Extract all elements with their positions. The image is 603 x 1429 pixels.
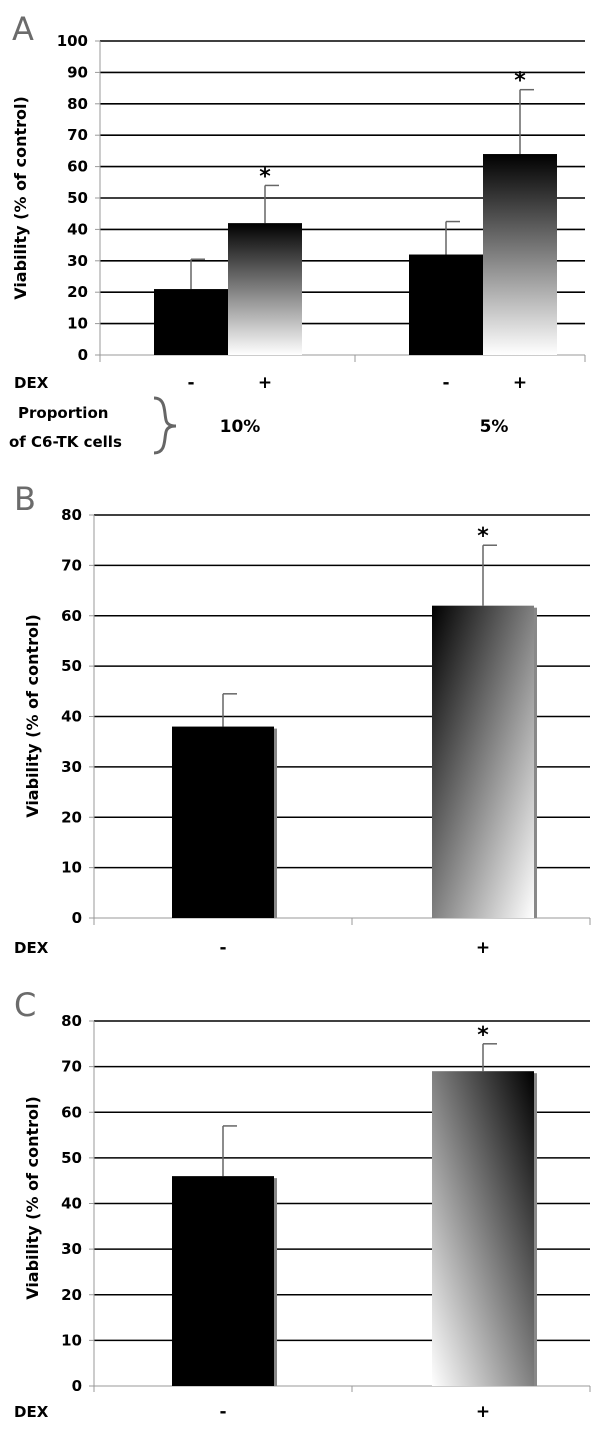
bar-dex-minus-dex-label: - bbox=[219, 938, 226, 958]
y-tick-label: 20 bbox=[61, 1286, 82, 1304]
panel-letter-b: B bbox=[14, 480, 36, 518]
y-ticks-a: 0 10 20 30 40 50 60 70 80 90 100 bbox=[57, 32, 88, 364]
y-tick-label: 90 bbox=[67, 63, 88, 81]
y-tick-label: 40 bbox=[61, 1195, 82, 1213]
y-tick-label: 80 bbox=[61, 1012, 82, 1030]
dex-row-label-b: DEX bbox=[14, 939, 49, 957]
y-tick-label: 100 bbox=[57, 32, 88, 50]
dex-labels-b: - + bbox=[219, 938, 490, 958]
group-label-10pct: 10% bbox=[220, 417, 261, 437]
bar-dex-plus-significance-marker: * bbox=[477, 1023, 489, 1048]
y-tick-label: 40 bbox=[67, 220, 88, 238]
y-axis-label-a: Viability (% of control) bbox=[11, 96, 30, 300]
proportion-label-line1: Proportion bbox=[18, 404, 108, 422]
y-tick-label: 10 bbox=[67, 315, 88, 333]
bars-a: ** bbox=[154, 69, 557, 355]
y-tick-label: 30 bbox=[61, 758, 82, 776]
bar-dex-minus bbox=[172, 1176, 274, 1386]
panel-letter-c: C bbox=[14, 986, 36, 1024]
y-tick-label: 50 bbox=[61, 1149, 82, 1167]
y-tick-label: 20 bbox=[61, 808, 82, 826]
y-ticks-c: 0 10 20 30 40 50 60 70 80 bbox=[61, 1012, 82, 1395]
y-axis-label-b: Viability (% of control) bbox=[23, 614, 42, 818]
bar-5pct-dex-minus-dex-label: - bbox=[442, 373, 449, 393]
y-tick-label: 40 bbox=[61, 708, 82, 726]
dex-row-label-a: DEX bbox=[14, 374, 49, 392]
bar-dex-plus-dex-label: + bbox=[476, 938, 490, 958]
y-tick-label: 80 bbox=[61, 506, 82, 524]
y-tick-label: 0 bbox=[78, 346, 88, 364]
panel-letter-a: A bbox=[12, 10, 34, 48]
bar-dex-plus bbox=[432, 605, 534, 918]
bars-b: * bbox=[172, 524, 537, 918]
y-tick-label: 30 bbox=[61, 1240, 82, 1258]
y-tick-label: 70 bbox=[61, 1058, 82, 1076]
bar-5pct-dex-plus bbox=[483, 154, 557, 355]
y-tick-label: 60 bbox=[61, 607, 82, 625]
brace-icon bbox=[153, 396, 177, 455]
bar-5pct-dex-plus-dex-label: + bbox=[513, 373, 527, 393]
proportion-label-line2: of C6-TK cells bbox=[9, 433, 122, 451]
y-tick-label: 50 bbox=[61, 657, 82, 675]
y-axis-label-c: Viability (% of control) bbox=[23, 1096, 42, 1300]
bar-10pct-dex-plus-significance-marker: * bbox=[259, 164, 271, 189]
bar-dex-plus-dex-label: + bbox=[476, 1402, 490, 1422]
y-tick-label: 10 bbox=[61, 1331, 82, 1349]
panel-b: B 0 10 20 30 40 50 60 70 80 Viability (% of cont… bbox=[14, 480, 591, 958]
y-tick-label: 60 bbox=[61, 1103, 82, 1121]
y-tick-label: 80 bbox=[67, 95, 88, 113]
y-tick-label: 70 bbox=[61, 556, 82, 574]
bar-10pct-dex-plus bbox=[228, 223, 302, 355]
bar-10pct-dex-minus-dex-label: - bbox=[187, 373, 194, 393]
dex-labels-a: - + - + bbox=[187, 373, 527, 393]
y-ticks-b: 0 10 20 30 40 50 60 70 80 bbox=[61, 506, 82, 927]
y-tick-label: 30 bbox=[67, 252, 88, 270]
bar-dex-plus bbox=[432, 1071, 534, 1386]
y-tick-label: 0 bbox=[72, 909, 82, 927]
bar-dex-plus-significance-marker: * bbox=[477, 524, 489, 549]
panel-c: C 0 10 20 30 40 50 60 70 80 Viability (% of cont… bbox=[14, 986, 591, 1422]
y-tick-label: 70 bbox=[67, 126, 88, 144]
panel-a: A 0 10 20 30 40 50 60 70 80 90 100 Viability (% of… bbox=[9, 10, 586, 455]
bar-10pct-dex-plus-dex-label: + bbox=[258, 373, 272, 393]
y-tick-label: 60 bbox=[67, 158, 88, 176]
y-tick-label: 50 bbox=[67, 189, 88, 207]
y-tick-label: 0 bbox=[72, 1377, 82, 1395]
y-tick-label: 20 bbox=[67, 283, 88, 301]
group-label-5pct: 5% bbox=[480, 417, 509, 437]
dex-row-label-c: DEX bbox=[14, 1403, 49, 1421]
bar-5pct-dex-minus bbox=[409, 254, 483, 355]
dex-labels-c: - + bbox=[219, 1402, 490, 1422]
bar-5pct-dex-plus-significance-marker: * bbox=[514, 69, 526, 94]
bar-dex-minus-dex-label: - bbox=[219, 1402, 226, 1422]
y-tick-label: 10 bbox=[61, 859, 82, 877]
bar-10pct-dex-minus bbox=[154, 289, 228, 355]
bars-c: * bbox=[172, 1023, 537, 1386]
bar-dex-minus bbox=[172, 726, 274, 918]
